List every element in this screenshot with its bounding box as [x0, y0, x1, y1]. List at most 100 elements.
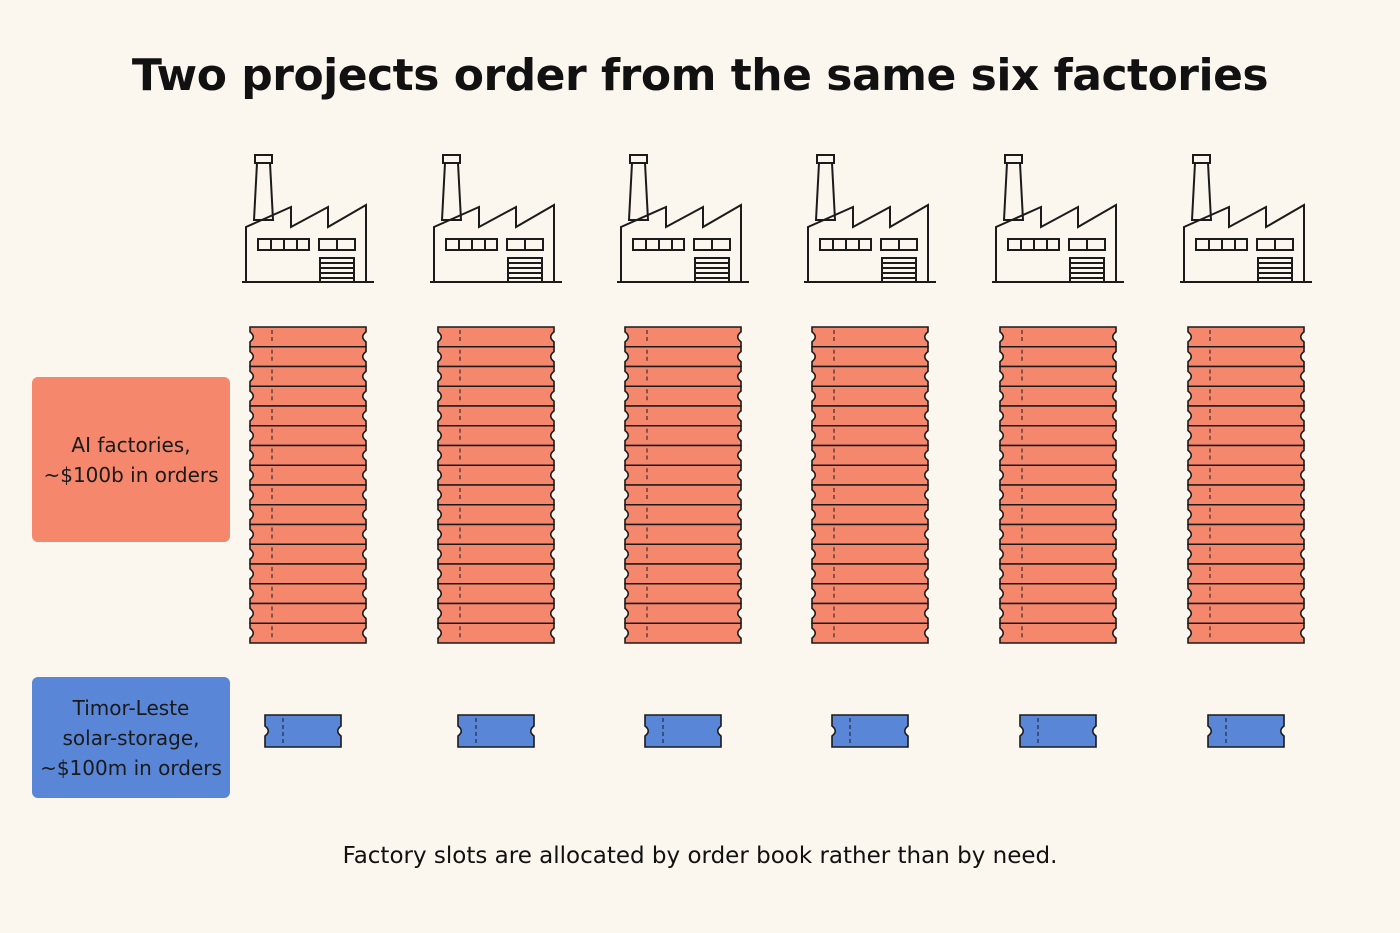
ai-order-ticket — [1187, 523, 1305, 546]
ai-order-ticket — [624, 385, 742, 407]
ai-order-ticket — [1187, 444, 1305, 467]
ai-order-ticket — [437, 582, 555, 605]
ai-order-ticket — [1187, 464, 1305, 486]
ai-order-ticket — [1187, 326, 1305, 348]
ai-order-ticket — [249, 444, 367, 467]
ai-order-ticket — [999, 543, 1117, 565]
ai-order-ticket — [624, 563, 742, 585]
ai-order-ticket — [1187, 345, 1305, 368]
factory-icon — [430, 154, 562, 283]
ai-order-ticket — [249, 484, 367, 506]
ai-order-ticket — [999, 405, 1117, 427]
ai-order-ticket — [999, 424, 1117, 447]
ai-order-ticket — [249, 582, 367, 605]
ai-order-ticket — [624, 484, 742, 506]
ai-order-ticket — [624, 622, 742, 644]
ai-order-ticket — [437, 563, 555, 585]
ai-label-line-2: ~$100b in orders — [43, 462, 219, 487]
ai-order-ticket — [437, 602, 555, 625]
ai-order-ticket — [999, 326, 1117, 348]
factory-icon — [804, 154, 936, 283]
ai-order-ticket — [1187, 563, 1305, 585]
ai-order-ticket — [437, 444, 555, 467]
ai-order-ticket — [999, 582, 1117, 605]
ai-order-ticket — [999, 365, 1117, 388]
ai-order-ticket — [249, 523, 367, 546]
timor-leste-order-ticket — [1207, 714, 1285, 748]
ai-order-ticket — [249, 424, 367, 447]
ai-order-ticket — [624, 543, 742, 565]
ai-order-ticket — [999, 444, 1117, 467]
ai-order-ticket — [811, 484, 929, 506]
ai-order-ticket — [249, 563, 367, 585]
ai-order-ticket — [999, 503, 1117, 526]
ai-order-ticket — [624, 365, 742, 388]
ai-order-ticket — [999, 385, 1117, 407]
ai-order-ticket — [437, 385, 555, 407]
ai-order-ticket — [811, 464, 929, 486]
ai-order-ticket — [811, 326, 929, 348]
ai-order-ticket — [249, 503, 367, 526]
ai-order-ticket — [999, 563, 1117, 585]
ai-order-ticket — [1187, 622, 1305, 644]
ai-order-ticket — [249, 543, 367, 565]
ai-order-ticket — [624, 602, 742, 625]
ai-order-ticket — [249, 405, 367, 427]
ai-order-ticket — [624, 503, 742, 526]
ai-order-ticket — [624, 582, 742, 605]
ai-order-ticket — [249, 326, 367, 348]
ai-order-ticket — [811, 424, 929, 447]
timor-leste-order-ticket — [644, 714, 722, 748]
timor-leste-label-line-3: ~$100m in orders — [40, 755, 222, 780]
ai-order-ticket — [811, 602, 929, 625]
ai-order-ticket — [249, 464, 367, 486]
ai-order-ticket — [811, 523, 929, 546]
factory-icon — [992, 154, 1124, 283]
ai-order-ticket — [811, 385, 929, 407]
ai-order-ticket — [811, 543, 929, 565]
ai-order-ticket — [437, 484, 555, 506]
ai-order-ticket — [811, 345, 929, 368]
ai-order-ticket — [1187, 385, 1305, 407]
ai-order-ticket — [811, 622, 929, 644]
ai-order-ticket — [437, 345, 555, 368]
ai-order-ticket — [1187, 405, 1305, 427]
ai-order-ticket — [437, 523, 555, 546]
timor-leste-label-line-2: solar-storage, — [62, 725, 200, 750]
ai-order-ticket — [999, 464, 1117, 486]
timor-leste-order-ticket — [264, 714, 342, 748]
ai-order-ticket — [437, 365, 555, 388]
ai-order-ticket — [1187, 365, 1305, 388]
timor-leste-label-line-1: Timor-Leste — [72, 695, 190, 720]
ai-order-ticket — [437, 503, 555, 526]
diagram-title: Two projects order from the same six fac… — [131, 50, 1269, 101]
ai-order-ticket — [249, 602, 367, 625]
ai-order-ticket — [437, 326, 555, 348]
ai-order-ticket — [249, 365, 367, 388]
ai-order-ticket — [811, 503, 929, 526]
ai-order-ticket — [811, 582, 929, 605]
ai-order-ticket — [249, 345, 367, 368]
factory-icon — [1180, 154, 1312, 283]
factory-icon — [242, 154, 374, 283]
ai-order-ticket — [624, 326, 742, 348]
ai-order-ticket — [1187, 602, 1305, 625]
ai-order-ticket — [999, 345, 1117, 368]
ai-order-ticket — [1187, 543, 1305, 565]
ai-order-ticket — [999, 523, 1117, 546]
ai-order-ticket — [624, 523, 742, 546]
ai-order-ticket — [437, 543, 555, 565]
ai-order-ticket — [811, 444, 929, 467]
ai-order-ticket — [437, 424, 555, 447]
ai-order-ticket — [624, 345, 742, 368]
ai-order-ticket — [624, 444, 742, 467]
ai-order-ticket — [1187, 484, 1305, 506]
ai-order-ticket — [999, 622, 1117, 644]
ai-order-ticket — [437, 464, 555, 486]
factory-icon — [617, 154, 749, 283]
timor-leste-order-ticket — [1019, 714, 1097, 748]
ai-order-ticket — [624, 424, 742, 447]
ai-order-ticket — [811, 405, 929, 427]
ai-order-ticket — [999, 602, 1117, 625]
ai-order-ticket — [249, 622, 367, 644]
